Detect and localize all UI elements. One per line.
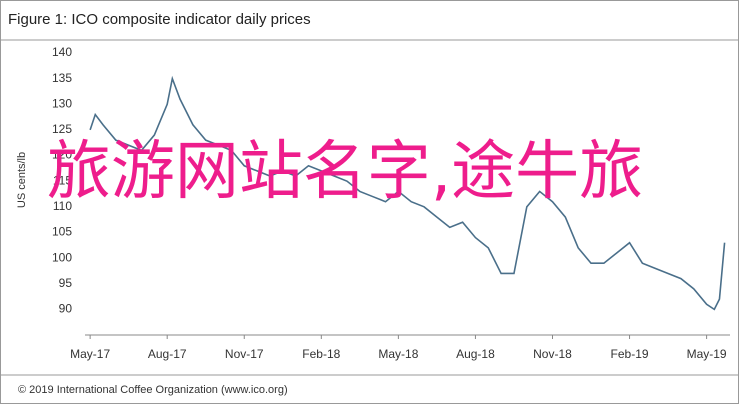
y-tick-label: 105 (52, 225, 72, 239)
y-axis-label: US cents/lb (16, 152, 28, 208)
y-tick-label: 135 (52, 71, 72, 85)
x-tick-label: Aug-17 (148, 347, 187, 361)
x-tick-label: Nov-18 (533, 347, 572, 361)
x-tick-label: Nov-17 (225, 347, 264, 361)
y-tick-label: 100 (52, 250, 72, 264)
y-tick-label: 120 (52, 148, 72, 162)
x-tick-label: May-17 (70, 347, 110, 361)
line-series (89, 75, 726, 311)
x-tick-label: May-18 (378, 347, 418, 361)
y-tick-label: 90 (59, 302, 73, 316)
x-tick-label: May-19 (687, 347, 727, 361)
y-tick-label: 140 (52, 45, 72, 59)
overlay-text: 旅游网站名字,途牛旅 (46, 135, 644, 209)
y-tick-label: 110 (53, 199, 72, 213)
y-tick-label: 95 (59, 276, 73, 290)
x-tick-label: Aug-18 (456, 347, 495, 361)
y-tick-label: 115 (53, 173, 72, 187)
chart-title: Figure 1: ICO composite indicator daily … (8, 11, 311, 28)
source: © 2019 International Coffee Organization… (18, 384, 288, 396)
y-tick-label: 130 (52, 96, 72, 110)
x-tick-label: Feb-19 (611, 347, 649, 361)
x-tick-label: Feb-18 (302, 347, 340, 361)
y-tick-label: 125 (52, 122, 72, 136)
